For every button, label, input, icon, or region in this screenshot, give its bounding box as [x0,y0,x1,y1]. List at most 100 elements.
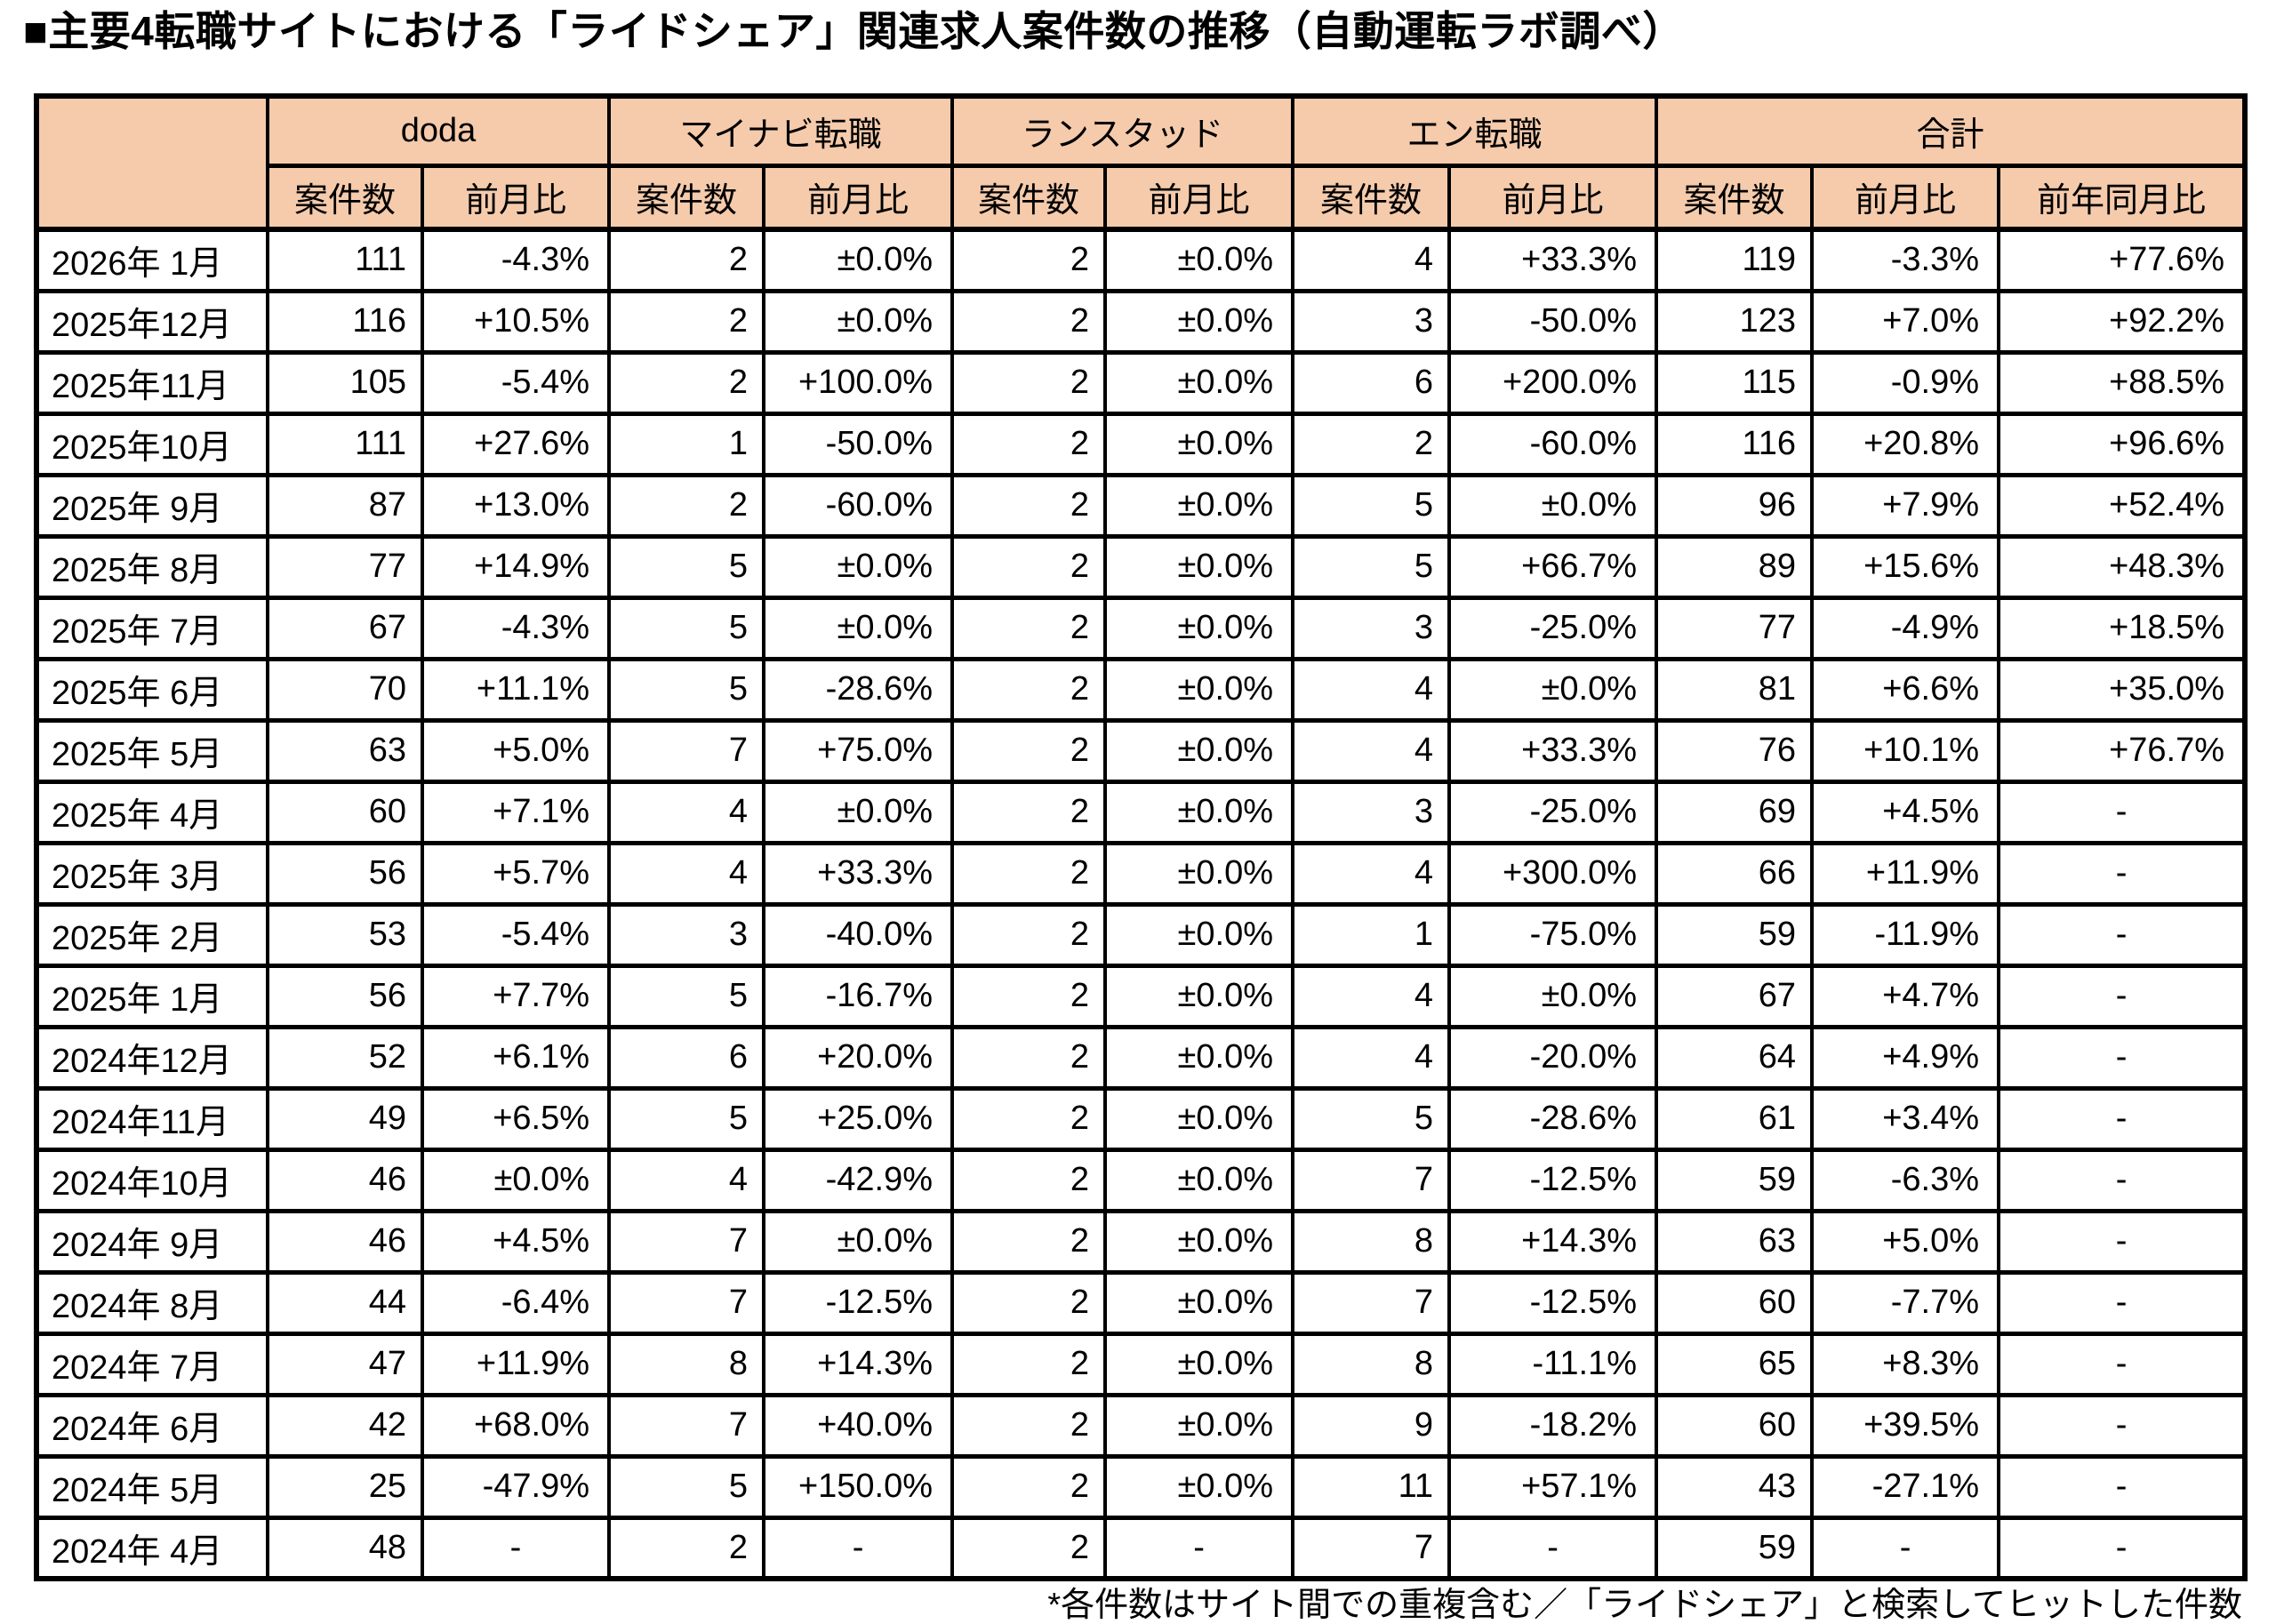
count-cell: 56 [266,963,424,1029]
change-cell: +33.3% [762,840,955,907]
subcolumn-header: 案件数 [266,163,424,232]
count-cell: 7 [1291,1147,1452,1213]
count-cell: 65 [1655,1331,1815,1397]
change-cell: - [1447,1515,1659,1581]
change-cell: +11.9% [420,1331,612,1397]
count-cell: 4 [1291,1024,1452,1091]
table-row: 2024年10月 46 ±0.0% 4 -42.9% 2 ±0.0% 7 -12.5% 59 -6.… [35,1147,2248,1213]
subcolumn-header: 前年同月比 [1997,163,2248,232]
table-row: 2025年 4月 60 +7.1% 4 ±0.0% 2 ±0.0% 3 -25.0% 69 +4.5… [35,779,2248,845]
change-cell: -11.1% [1447,1331,1659,1397]
change-cell: -75.0% [1447,901,1659,968]
count-cell: 2 [950,595,1108,661]
change-cell: - [1997,840,2248,907]
count-cell: 89 [1655,533,1815,600]
count-cell: 3 [1291,779,1452,845]
month-cell: 2024年 5月 [35,1453,269,1520]
table-row: 2025年 9月 87 +13.0% 2 -60.0% 2 ±0.0% 5 ±0.0% 96 +7.… [35,472,2248,539]
count-cell: 2 [950,1515,1108,1581]
count-cell: 43 [1655,1453,1815,1520]
count-cell: 3 [1291,595,1452,661]
count-cell: 76 [1655,717,1815,784]
month-cell: 2026年 1月 [35,227,269,293]
count-cell: 7 [607,1392,766,1459]
change-cell: -5.4% [420,349,612,416]
change-cell: ±0.0% [1103,1147,1295,1213]
change-cell: - [1997,1208,2248,1275]
change-cell: -25.0% [1447,595,1659,661]
count-cell: 4 [607,840,766,907]
count-cell: 2 [950,472,1108,539]
change-cell: ±0.0% [762,288,955,355]
count-cell: 111 [266,227,424,293]
count-cell: 2 [950,840,1108,907]
count-cell: 2 [950,1147,1108,1213]
count-cell: 6 [1291,349,1452,416]
change-cell: +14.3% [762,1331,955,1397]
change-cell: +75.0% [762,717,955,784]
change-cell: ±0.0% [1103,656,1295,723]
change-cell: ±0.0% [1447,472,1659,539]
change-cell: ±0.0% [1103,1208,1295,1275]
change-cell: ±0.0% [762,1208,955,1275]
subcolumn-header: 前月比 [1447,163,1659,232]
change-cell: ±0.0% [420,1147,612,1213]
change-cell: -50.0% [1447,288,1659,355]
count-cell: 3 [1291,288,1452,355]
count-cell: 2 [950,779,1108,845]
change-cell: -60.0% [1447,411,1659,477]
table-row: 2024年 7月 47 +11.9% 8 +14.3% 2 ±0.0% 8 -11.1% 65 +8… [35,1331,2248,1397]
count-cell: 7 [1291,1515,1452,1581]
table-row: 2025年 7月 67 -4.3% 5 ±0.0% 2 ±0.0% 3 -25.0% 77 -4.9… [35,595,2248,661]
change-cell: - [1997,1453,2248,1520]
change-cell: +4.5% [420,1208,612,1275]
subcolumn-header: 案件数 [607,163,766,232]
change-cell: +76.7% [1997,717,2248,784]
count-cell: 64 [1655,1024,1815,1091]
change-cell: +7.0% [1810,288,2001,355]
month-cell: 2025年10月 [35,411,269,477]
change-cell: +66.7% [1447,533,1659,600]
change-cell: -11.9% [1810,901,2001,968]
count-cell: 2 [950,901,1108,968]
change-cell: +5.7% [420,840,612,907]
change-cell: +7.1% [420,779,612,845]
change-cell: - [1997,963,2248,1029]
change-cell: +7.9% [1810,472,2001,539]
change-cell: -27.1% [1810,1453,2001,1520]
count-cell: 2 [950,1392,1108,1459]
month-cell: 2025年 1月 [35,963,269,1029]
count-cell: 2 [950,227,1108,293]
change-cell: +200.0% [1447,349,1659,416]
count-cell: 63 [266,717,424,784]
change-cell: -18.2% [1447,1392,1659,1459]
count-cell: 5 [607,1085,766,1152]
change-cell: +92.2% [1997,288,2248,355]
count-cell: 46 [266,1208,424,1275]
change-cell: +100.0% [762,349,955,416]
change-cell: +14.9% [420,533,612,600]
count-cell: 2 [950,1331,1108,1397]
month-cell: 2025年 2月 [35,901,269,968]
count-cell: 7 [607,717,766,784]
change-cell: -4.3% [420,595,612,661]
count-cell: 96 [1655,472,1815,539]
change-cell: +10.1% [1810,717,2001,784]
count-cell: 25 [266,1453,424,1520]
month-cell: 2024年 4月 [35,1515,269,1581]
table-row: 2026年 1月 111 -4.3% 2 ±0.0% 2 ±0.0% 4 +33.3% 119 -3… [35,227,2248,293]
change-cell: -3.3% [1810,227,2001,293]
change-cell: -42.9% [762,1147,955,1213]
change-cell: +68.0% [420,1392,612,1459]
change-cell: -4.9% [1810,595,2001,661]
change-cell: ±0.0% [1103,1269,1295,1336]
count-cell: 53 [266,901,424,968]
change-cell: ±0.0% [1103,1453,1295,1520]
count-cell: 87 [266,472,424,539]
count-cell: 5 [607,1453,766,1520]
month-cell: 2025年 4月 [35,779,269,845]
change-cell: +11.1% [420,656,612,723]
month-cell: 2025年 6月 [35,656,269,723]
change-cell: +13.0% [420,472,612,539]
count-cell: 2 [950,1269,1108,1336]
